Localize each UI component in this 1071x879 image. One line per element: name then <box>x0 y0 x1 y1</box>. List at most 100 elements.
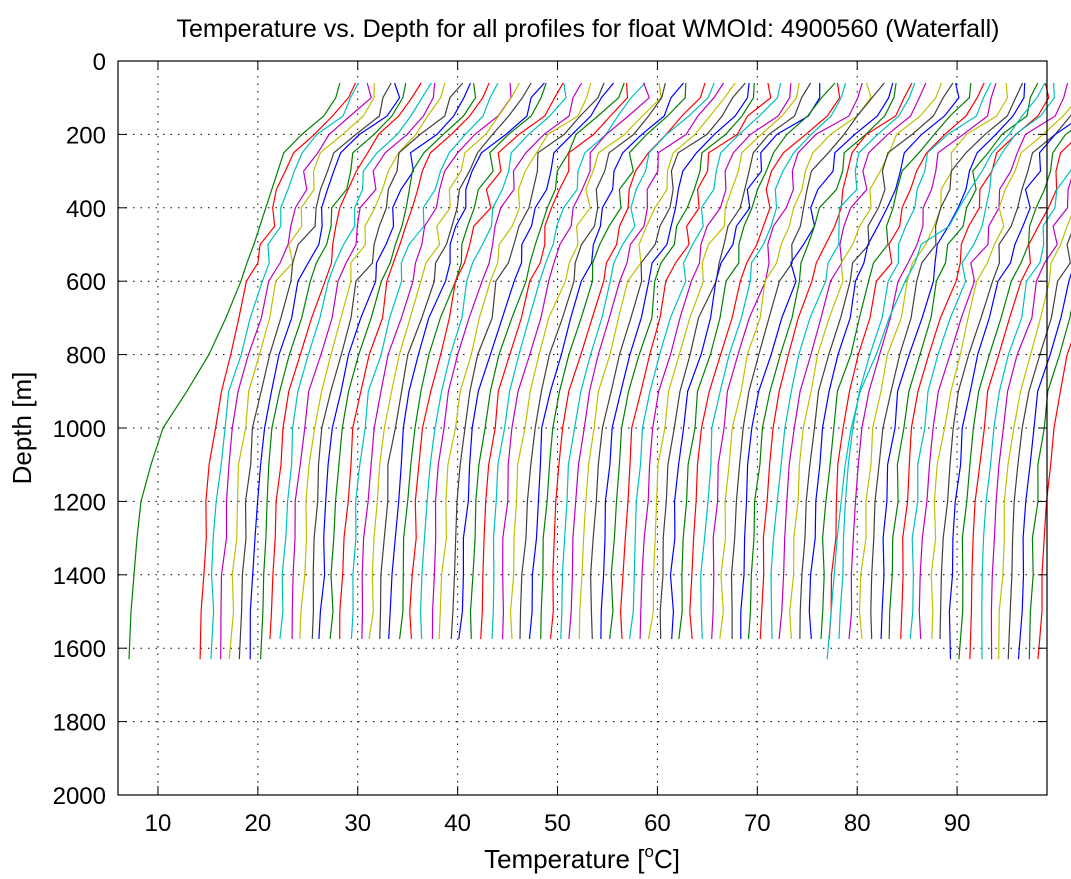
profile-line <box>528 82 684 640</box>
profile-line <box>260 82 407 660</box>
profile-line <box>981 168 1071 660</box>
profile-line <box>730 82 885 639</box>
x-tick-label: 80 <box>844 810 871 837</box>
profile-line <box>958 130 1071 660</box>
profile-line <box>409 82 564 640</box>
profile-line <box>249 82 401 660</box>
profile-line <box>361 82 512 640</box>
chart-title: Temperature vs. Depth for all profiles f… <box>176 15 999 43</box>
profile-line <box>519 82 666 640</box>
profile-line <box>491 82 646 640</box>
profile-line <box>880 82 1026 640</box>
profile-line <box>900 82 1050 640</box>
profile-line <box>388 82 545 640</box>
profile-line <box>560 82 715 640</box>
profile-line <box>1037 342 1071 660</box>
y-tick-label: 1200 <box>53 489 106 516</box>
x-tick-label: 40 <box>444 810 471 837</box>
profile-line <box>578 82 736 640</box>
profile-line <box>948 122 1071 660</box>
x-tick-label: 90 <box>944 810 971 837</box>
y-tick-label: 1000 <box>53 416 106 443</box>
profile-line <box>888 82 1039 640</box>
x-tick-label: 20 <box>244 810 271 837</box>
profile-line <box>419 82 567 640</box>
x-tick-label: 60 <box>644 810 671 837</box>
profile-line <box>210 82 359 660</box>
profile-line <box>939 114 1071 640</box>
profile-line <box>502 82 651 640</box>
profile-line <box>199 82 357 660</box>
y-tick-label: 1400 <box>53 563 106 590</box>
profile-line <box>799 82 954 640</box>
profile-line <box>228 82 375 660</box>
profile-line <box>647 82 800 640</box>
y-tick-label: 1800 <box>53 710 106 737</box>
profile-line <box>678 82 836 640</box>
y-axis-ticks: 0 200 400 600 800 1000 1200 1400 1600 1800 2000 <box>53 49 1047 810</box>
x-tick-label: 50 <box>544 810 571 837</box>
profile-line <box>350 82 499 640</box>
profile-line <box>438 82 592 640</box>
profile-line <box>568 82 725 640</box>
profile-line <box>639 82 792 640</box>
y-tick-label: 600 <box>66 269 106 296</box>
profile-line <box>838 82 992 640</box>
profile-line <box>269 82 422 640</box>
profile-line <box>628 82 782 640</box>
profile-line <box>509 82 662 640</box>
y-tick-label: 200 <box>66 122 106 149</box>
profile-line <box>1017 272 1071 660</box>
profile-line <box>399 82 547 640</box>
profile-line <box>458 82 615 640</box>
y-tick-label: 800 <box>66 343 106 370</box>
profile-line <box>909 82 1056 640</box>
profile-line <box>747 82 897 640</box>
x-axis-label: Temperature [oC] <box>484 842 680 874</box>
profile-line <box>870 82 1024 640</box>
profile-line <box>789 82 942 640</box>
profile-line <box>600 82 750 640</box>
profile-line <box>969 141 1071 660</box>
x-axis-label-main: Temperature [ <box>484 844 645 874</box>
profile-line <box>291 82 436 640</box>
profile-line <box>808 82 960 640</box>
profile-line <box>368 82 520 640</box>
profile-line <box>238 82 392 660</box>
profile-line <box>619 82 772 640</box>
y-tick-label: 2000 <box>53 783 106 810</box>
profile-line <box>1028 309 1071 660</box>
profile-line <box>848 82 997 640</box>
profile-line <box>828 82 985 640</box>
profile-line <box>480 82 629 640</box>
profile-line <box>540 82 687 640</box>
y-tick-label: 400 <box>66 196 106 223</box>
y-axis-label: Depth [m] <box>7 372 37 485</box>
profile-line <box>1007 232 1071 660</box>
y-tick-label: 1600 <box>53 636 106 663</box>
profile-line <box>469 82 625 640</box>
profile-line <box>918 82 1069 640</box>
x-axis-label-unit: C] <box>654 844 680 874</box>
profile-line <box>339 82 490 640</box>
profile-line <box>826 82 1046 660</box>
profile-line <box>711 82 863 640</box>
profile-line <box>128 82 341 660</box>
profile-lines <box>128 82 1071 660</box>
profile-line <box>609 82 755 640</box>
profile-line <box>770 82 916 640</box>
profile-line <box>759 82 913 640</box>
x-tick-label: 70 <box>744 810 771 837</box>
profile-line <box>220 82 372 660</box>
profile-line <box>589 82 746 640</box>
profile-line <box>659 82 812 640</box>
x-axis-ticks: 10 20 30 40 50 60 70 80 90 <box>145 61 971 837</box>
profile-line <box>311 82 464 640</box>
profile-line <box>820 82 972 640</box>
y-tick-label: 0 <box>93 49 106 76</box>
profile-line <box>700 82 847 640</box>
profile-line <box>930 105 1071 640</box>
profile-line <box>669 83 821 640</box>
profile-line <box>318 82 472 640</box>
profile-line <box>379 82 532 640</box>
